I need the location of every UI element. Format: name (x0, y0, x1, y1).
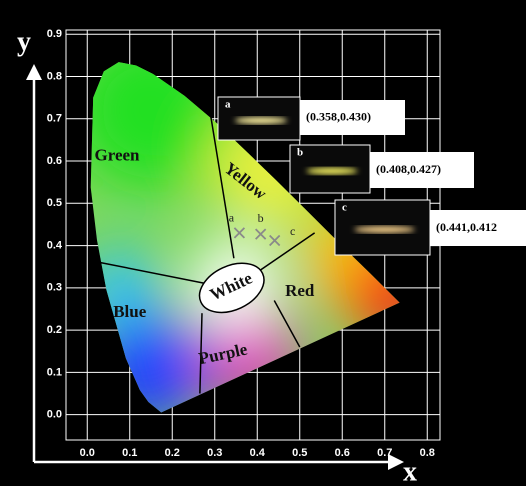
x-axis-label: x (403, 456, 417, 486)
coord-label: (0.441,0.412 (436, 220, 497, 234)
y-tick-label: 0.5 (47, 197, 62, 209)
coord-label: (0.358,0.430) (306, 109, 371, 123)
coord-label: (0.408,0.427) (376, 162, 441, 176)
x-tick-label: 0.4 (250, 447, 266, 459)
y-tick-label: 0.8 (47, 70, 62, 82)
point-label: c (290, 224, 295, 238)
photo-letter: b (297, 147, 303, 159)
x-tick-label: 0.3 (207, 447, 222, 459)
x-tick-label: 0.1 (122, 447, 137, 459)
y-tick-label: 0.1 (47, 366, 62, 378)
region-label: Red (285, 281, 315, 300)
region-label: Green (94, 146, 140, 165)
point-label: b (258, 211, 264, 225)
y-tick-label: 0.2 (47, 324, 62, 336)
y-tick-label: 0.6 (47, 155, 62, 167)
x-tick-label: 0.6 (335, 447, 350, 459)
x-tick-label: 0.0 (80, 447, 95, 459)
photo-letter: c (342, 202, 347, 214)
chart: 0.0 0.1 0.2 0.3 0.4 0.5 0.6 0.7 0.8 0.0 0.1 0.2 0.3 0… (0, 0, 526, 486)
x-tick-label: 0.8 (420, 447, 435, 459)
y-tick-label: 0.9 (47, 28, 62, 40)
y-axis-label: y (17, 26, 31, 57)
x-tick-label: 0.2 (165, 447, 180, 459)
x-tick-label: 0.5 (292, 447, 307, 459)
y-tick-label: 0.3 (47, 282, 62, 294)
y-tick-label: 0.0 (47, 409, 62, 421)
point-label: a (229, 211, 235, 225)
sample-glow (306, 168, 357, 175)
sample-glow (354, 226, 415, 233)
y-tick-label: 0.7 (47, 113, 62, 125)
sample-glow (235, 117, 287, 124)
region-label: Blue (113, 302, 147, 321)
y-tick-label: 0.4 (47, 239, 63, 251)
photo-letter: a (225, 99, 231, 111)
